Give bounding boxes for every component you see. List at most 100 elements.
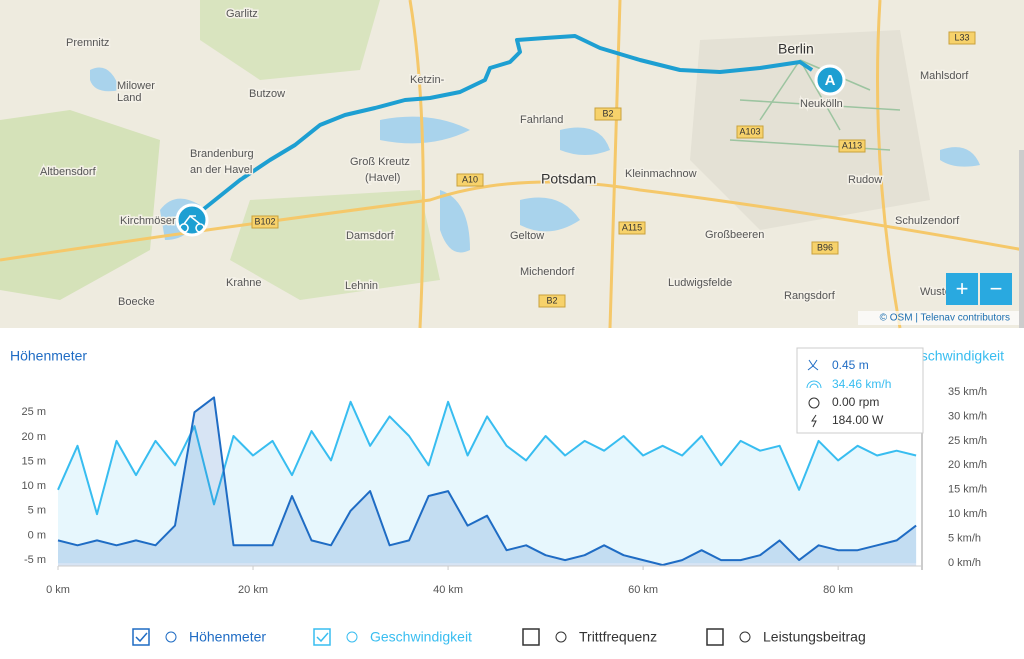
- place-label: Kirchmöser: [120, 215, 176, 227]
- y2-tick-label: 25 km/h: [948, 435, 987, 447]
- legend: Höhenmeter Geschwindigkeit Trittfrequenz Le…: [132, 628, 866, 646]
- y2-tick-label: 10 km/h: [948, 508, 987, 520]
- place-label: Land: [117, 92, 141, 104]
- city: [690, 30, 930, 230]
- checkmark: [316, 632, 329, 643]
- road-label: A113: [842, 140, 862, 150]
- zoom-in-label: +: [956, 276, 969, 301]
- tooltip-speed: 34.46 km/h: [832, 377, 891, 391]
- place-label: Rudow: [848, 174, 882, 186]
- zoom-out-label: −: [990, 276, 1003, 301]
- legend-label[interactable]: Geschwindigkeit: [370, 629, 472, 645]
- place-label: Wuste: [920, 286, 951, 298]
- road-labels: A10 A103 A113 A115 B2 B102 B96 L33 B2: [251, 31, 976, 308]
- place-label: Boecke: [118, 296, 155, 308]
- icon: [811, 414, 817, 428]
- icon: [807, 359, 819, 371]
- place-label: Milower: [117, 80, 155, 92]
- y2-axis-title: Geschwindigkeit: [902, 348, 1004, 364]
- checkbox[interactable]: [522, 628, 540, 646]
- road-shield: [456, 173, 484, 187]
- tooltip: 0.45 m 34.46 km/h 0.00 rpm 184.00 W: [796, 347, 924, 434]
- tooltip-power: 184.00 W: [832, 413, 884, 427]
- place-label: Rangsdorf: [784, 290, 836, 302]
- place-label: Groß Kreutz: [350, 156, 410, 168]
- start-marker-label: A: [825, 72, 836, 89]
- road-shield: [594, 107, 622, 121]
- road-shield: [948, 31, 976, 45]
- place-label: Schulzendorf: [895, 215, 960, 227]
- y2-tick-label: 35 km/h: [948, 386, 987, 398]
- road-shield: [538, 294, 566, 308]
- place-label: Potsdam: [541, 171, 596, 187]
- y-tick-label: 20 m: [22, 431, 46, 443]
- route: [188, 34, 814, 222]
- place-label: Michendorf: [520, 266, 575, 278]
- place-label: Neukölln: [800, 98, 843, 110]
- legend-label[interactable]: Leistungsbeitrag: [763, 629, 866, 645]
- forest: [200, 0, 380, 80]
- legend-icon: [165, 631, 177, 643]
- road-label: A115: [622, 222, 642, 232]
- place-label: Kleinmachnow: [625, 168, 697, 180]
- road-shield: [838, 139, 866, 153]
- end-marker[interactable]: [175, 203, 209, 237]
- series-line: [57, 396, 917, 566]
- y-tick-label: 15 m: [22, 455, 46, 467]
- x-tick-label: 0 km: [46, 584, 70, 596]
- place-label: Butzow: [249, 88, 285, 100]
- attribution[interactable]: © OSM | Telenav contributors: [880, 313, 1010, 324]
- checkmark: [135, 632, 148, 643]
- legend-icon: [739, 631, 751, 643]
- zoom-in[interactable]: [946, 273, 978, 305]
- road-shield: [251, 215, 279, 229]
- place-label: Großbeeren: [705, 229, 764, 241]
- place-label: Geltow: [510, 230, 544, 242]
- map[interactable]: Garlitz Premnitz Milower Land Butzow Ket…: [0, 0, 1024, 329]
- place-label: Krahne: [226, 277, 261, 289]
- x-tick-label: 40 km: [433, 584, 463, 596]
- x-tick-label: 20 km: [238, 584, 268, 596]
- y2-tick-label: 0 km/h: [948, 557, 981, 569]
- y-tick-label: 25 m: [22, 406, 46, 418]
- place-label: Premnitz: [66, 37, 109, 49]
- y2-tick-label: 5 km/h: [948, 533, 981, 545]
- icon: [806, 380, 822, 389]
- tooltip-cadence: 0.00 rpm: [832, 395, 879, 409]
- legend-icon: [555, 631, 567, 643]
- forest: [0, 110, 160, 300]
- checkbox[interactable]: [706, 628, 724, 646]
- road-label: B102: [254, 216, 275, 226]
- place-label: Berlin: [778, 41, 814, 57]
- zoom-out[interactable]: [980, 273, 1012, 305]
- attribution-bg: [858, 311, 1024, 325]
- place-label: Altbensdorf: [40, 166, 97, 178]
- series-line: [57, 400, 917, 516]
- road-label: B2: [546, 295, 557, 305]
- y-axis-title: Höhenmeter: [10, 348, 87, 364]
- legend-icon: [346, 631, 358, 643]
- checkbox[interactable]: [132, 628, 150, 646]
- icon: [808, 397, 820, 409]
- checkbox[interactable]: [313, 628, 331, 646]
- road-shield: [618, 221, 646, 235]
- x-tick-label: 60 km: [628, 584, 658, 596]
- legend-label[interactable]: Höhenmeter: [189, 629, 266, 645]
- start-marker[interactable]: [814, 64, 846, 96]
- forest: [230, 190, 440, 300]
- place-label: an der Havel: [190, 164, 252, 176]
- y-tick-label: 5 m: [28, 505, 46, 517]
- y2-tick-label: 30 km/h: [948, 410, 987, 422]
- place-label: Lehnin: [345, 280, 378, 292]
- chart: Höhenmeter Geschwindigkeit -5 m 0 m 5 m 10 …: [10, 348, 1004, 596]
- y-tick-label: 10 m: [22, 480, 46, 492]
- place-label: Damsdorf: [346, 230, 395, 242]
- legend-label[interactable]: Trittfrequenz: [579, 629, 657, 645]
- road-label: L33: [954, 32, 969, 42]
- y-tick-label: -5 m: [24, 554, 46, 566]
- road-label: A10: [462, 174, 478, 184]
- bike-icon: [179, 214, 205, 233]
- road-label: B2: [602, 108, 613, 118]
- place-label: (Havel): [365, 172, 400, 184]
